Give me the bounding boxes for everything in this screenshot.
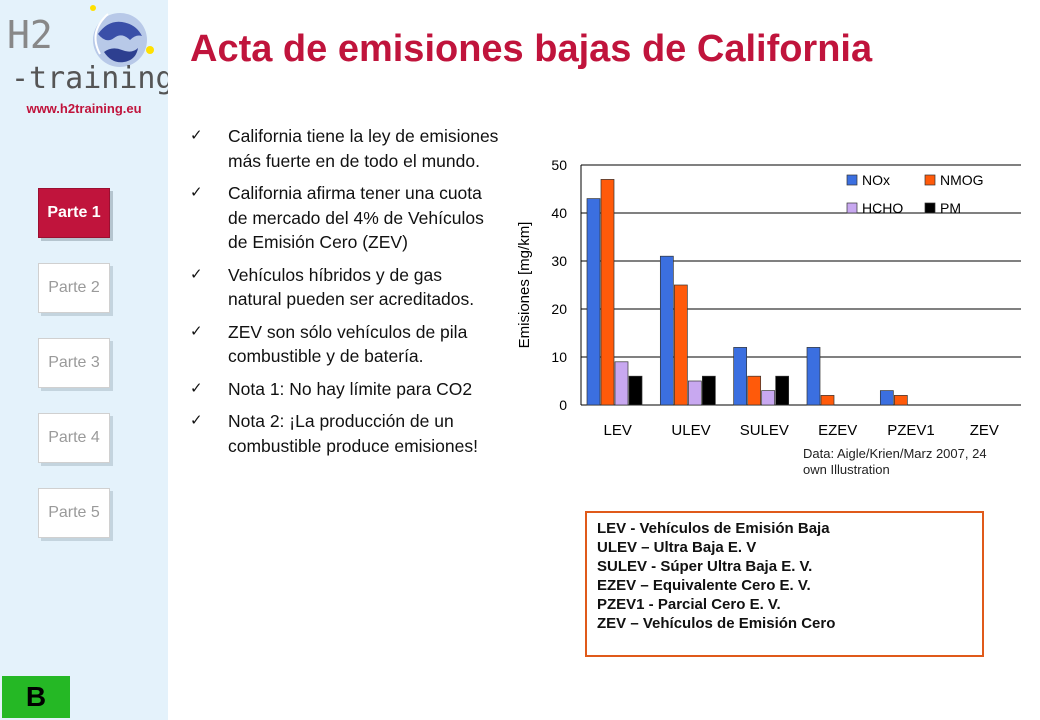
y-tick-label: 10 [551,349,567,365]
bullet-text: California afirma tener una cuota de mer… [228,183,484,252]
legend-label-nmog: NMOG [940,172,984,188]
abbreviation-line: LEV - Vehículos de Emisión Baja [597,520,830,537]
bar-nox [733,347,748,406]
bar-nmog [820,395,835,406]
bar-pm [628,375,643,406]
nav-parte-5[interactable]: Parte 5 [38,488,110,538]
checkmark-icon: ✓ [190,184,203,201]
bar-nmog [893,395,908,406]
chart-source: Data: Aigle/Krien/Marz 2007, 24 own Illu… [803,446,987,478]
x-tick-label: ULEV [671,422,710,439]
legend-label-pm: PM [940,200,961,216]
abbreviation-line: EZEV – Equivalente Cero E. V. [597,577,811,594]
y-tick-label: 50 [551,157,567,173]
x-tick-label: LEV [603,422,631,439]
bar-nox [806,347,821,406]
bullet-list: ✓ California tiene la ley de emisiones má… [190,124,500,466]
page-title: Acta de emisiones bajas de California [190,28,873,70]
bar-nmog [747,375,762,406]
abbreviation-box: LEV - Vehículos de Emisión Baja ULEV – U… [585,511,984,657]
emissions-bar-chart: 0 10 20 30 40 50 Emisiones [mg/km] LEV ULEV SULEV… [516,157,1021,439]
x-tick-label: SULEV [740,422,789,439]
abbreviation-line: ZEV – Vehículos de Emisión Cero [597,615,836,632]
bar-hcho [687,380,702,406]
abbreviation-line: PZEV1 - Parcial Cero E. V. [597,596,781,613]
bullet-item: ✓ California afirma tener una cuota de me… [190,181,500,255]
checkmark-icon: ✓ [190,379,203,397]
legend-swatch-hcho [846,202,858,214]
bar-hcho [761,390,776,406]
bar-nox [659,255,674,406]
bullet-text: Nota 1: No hay límite para CO2 [228,378,473,399]
chart-source-line: own Illustration [803,462,890,477]
legend-label-hcho: HCHO [862,200,903,216]
nav-parte-2[interactable]: Parte 2 [38,263,110,313]
legend-label-nox: NOx [862,172,890,188]
bar-nox [879,390,894,406]
nav-parte-1[interactable]: Parte 1 [38,188,110,238]
x-tick-label: PZEV1 [887,422,935,439]
legend-swatch-nox [846,174,858,186]
x-tick-label: ZEV [970,422,999,439]
checkmark-icon: ✓ [190,322,203,340]
nav-parte-4[interactable]: Parte 4 [38,413,110,463]
checkmark-icon: ✓ [190,127,203,144]
legend-swatch-pm [924,202,936,214]
bullet-item: ✓ ZEV son sólo vehículos de pila combusti… [190,320,500,369]
sidebar: H2 -training www.h2training.eu Parte 1 P… [0,0,168,720]
bar-nmog [673,284,688,406]
bullet-item: ✓ California tiene la ley de emisiones má… [190,124,500,173]
abbreviation-line: ULEV – Ultra Baja E. V [597,539,757,556]
bar-hcho [614,361,629,406]
y-tick-label: 40 [551,205,567,221]
checkmark-icon: ✓ [190,412,203,429]
chart-source-line: Data: Aigle/Krien/Marz 2007, 24 [803,446,987,461]
bullet-text: Vehículos híbridos y de gas natural pued… [228,264,475,310]
section-badge: B [2,676,70,718]
bar-nmog [600,179,615,406]
h2training-logo: H2 -training [7,5,168,96]
checkmark-icon: ✓ [190,265,203,283]
website-link[interactable]: www.h2training.eu [26,101,142,116]
bullet-item: ✓ Vehículos híbridos y de gas natural pue… [190,263,500,312]
nav-parte-3[interactable]: Parte 3 [38,338,110,388]
logo-h2-text: H2 [7,13,53,57]
abbreviation-line: SULEV - Súper Ultra Baja E. V. [597,558,813,575]
x-tick-label: EZEV [818,422,857,439]
y-tick-label: 20 [551,301,567,317]
logo-training-text: -training [11,61,168,96]
bar-pm [701,375,716,406]
y-axis-label: Emisiones [mg/km] [516,222,533,349]
bar-nox [586,198,601,406]
bullet-text: ZEV son sólo vehículos de pila combustib… [228,321,468,367]
bullet-item: ✓ Nota 1: No hay límite para CO2 [190,377,500,402]
bullet-text: Nota 2: ¡La producción de un combustible… [228,411,478,456]
y-tick-label: 0 [559,397,567,413]
bar-pm [775,375,790,406]
bullet-item: ✓ Nota 2: ¡La producción de un combustibl… [190,409,500,458]
legend-swatch-nmog [924,174,936,186]
y-tick-label: 30 [551,253,567,269]
bullet-text: California tiene la ley de emisiones más… [228,126,499,171]
